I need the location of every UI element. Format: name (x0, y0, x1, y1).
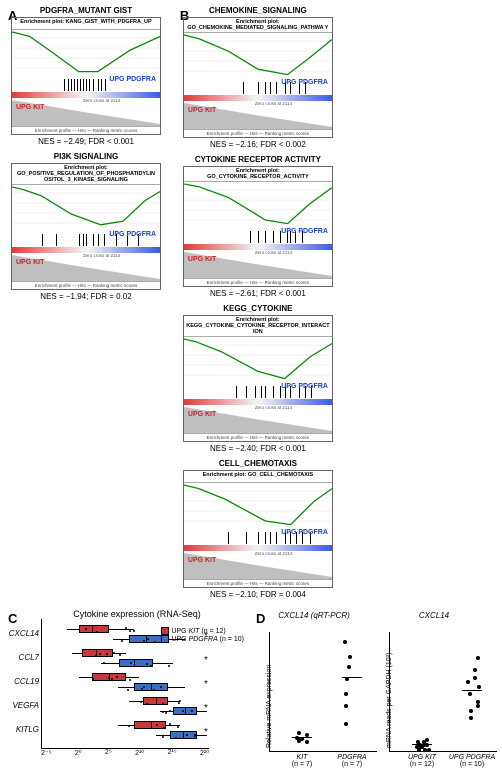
upg-pdgfra-label: UPG PDGFRA (109, 231, 156, 238)
upg-pdgfra-label: UPG PDGFRA (281, 529, 328, 536)
scatter-group-label: KIT(n = 7) (277, 754, 327, 768)
gene-label: CXCL14 (7, 629, 39, 638)
gsea-title: CYTOKINE RECEPTOR ACTIVITY (195, 155, 321, 165)
gene-label: KITLG (7, 725, 39, 734)
gsea-header: Enrichment plot: GO_CYTOKINE_RECEPTOR_AC… (184, 167, 332, 182)
scatter-group-label: PDGFRA(n = 7) (327, 754, 377, 768)
upg-pdgfra-label: UPG PDGFRA (281, 383, 328, 390)
gsea-plot: PI3K SIGNALING Enrichment plot: GO_POSITI… (6, 152, 166, 301)
panel-d: D CXCL14 (qRT-PCR)KIT(n = 7)PDGFRA(n = 7… (254, 609, 496, 764)
upg-kit-label: UPG KIT (188, 107, 216, 114)
gsea-plot: CELL_CHEMOTAXIS Enrichment plot: GO_CELL_… (178, 459, 338, 599)
gsea-header: Enrichment plot: GO_CELL_CHEMOTAXIS (184, 471, 332, 483)
gsea-header: Enrichment plot: GO_POSITIVE_REGULATION_… (12, 164, 160, 185)
gene-label: VEGFA (7, 701, 39, 710)
gsea-caption: NES = −2.61; FDR < 0.001 (210, 289, 306, 298)
upg-kit-label: UPG KIT (16, 104, 44, 111)
scatter-ylabel: mRNA reads per GAPDH (10³) (386, 653, 393, 748)
gsea-title: PDGFRA_MUTANT GIST (40, 6, 132, 16)
upg-kit-label: UPG KIT (188, 557, 216, 564)
scatter-title: CXCL14 (374, 611, 494, 620)
gsea-caption: NES = −2.16; FDR < 0.002 (210, 140, 306, 149)
gsea-title: CHEMOKINE_SIGNALING (209, 6, 307, 16)
gsea-header: Enrichment plot: KEGG_CYTOKINE_CYTOKINE_… (184, 316, 332, 337)
scatter-ylabel: Relative mRNA expression (266, 665, 273, 748)
gsea-caption: NES = −2.40; FDR < 0.001 (210, 444, 306, 453)
panel-c-legend: UPG KIT (n = 12)UPG PDGFRA (n = 10) (161, 627, 244, 643)
gsea-plot: KEGG_CYTOKINE Enrichment plot: KEGG_CYTOK… (178, 304, 338, 453)
gsea-caption: NES = −2.10; FDR = 0.004 (210, 590, 306, 599)
upg-kit-label: UPG KIT (188, 256, 216, 263)
scatter-title: CXCL14 (qRT-PCR) (254, 611, 374, 620)
gsea-caption: NES = −2.49; FDR < 0.001 (38, 137, 134, 146)
panel-c-label: C (8, 611, 17, 626)
scatter-group-label: UPG PDGFRA(n = 10) (447, 754, 497, 768)
gsea-plot: CYTOKINE RECEPTOR ACTIVITY Enrichment plo… (178, 155, 338, 298)
panel-a: A PDGFRA_MUTANT GISTEnrichment plot: KAN… (6, 6, 172, 605)
gene-label: CCL7 (7, 653, 39, 662)
upg-kit-label: UPG KIT (188, 411, 216, 418)
gsea-plot: CHEMOKINE_SIGNALING Enrichment plot: GO_C… (178, 6, 338, 149)
upg-pdgfra-label: UPG PDGFRA (109, 76, 156, 83)
scatter-group-label: UPG KIT(n = 12) (397, 754, 447, 768)
gsea-plot: PDGFRA_MUTANT GIST Enrichment plot: KANG_… (6, 6, 166, 146)
panel-b: B CHEMOKINE_SIGNALINGEnrichment plot: GO… (178, 6, 496, 605)
gsea-title: CELL_CHEMOTAXIS (219, 459, 297, 469)
gsea-title: KEGG_CYTOKINE (223, 304, 292, 314)
panel-c-title: Cytokine expression (RNA-Seq) (26, 609, 248, 619)
panel-c: C Cytokine expression (RNA-Seq) CXCL14*C… (6, 609, 248, 764)
upg-pdgfra-label: UPG PDGFRA (281, 228, 328, 235)
gsea-header: Enrichment plot: KANG_GIST_WITH_PDGFRA_U… (12, 18, 160, 30)
gsea-caption: NES = −1.94; FDR = 0.02 (40, 292, 131, 301)
gene-label: CCL19 (7, 677, 39, 686)
gsea-title: PI3K SIGNALING (54, 152, 118, 162)
upg-pdgfra-label: UPG PDGFRA (281, 79, 328, 86)
gsea-header: Enrichment plot: GO_CHEMOKINE_MEDIATED_S… (184, 18, 332, 33)
upg-kit-label: UPG KIT (16, 259, 44, 266)
